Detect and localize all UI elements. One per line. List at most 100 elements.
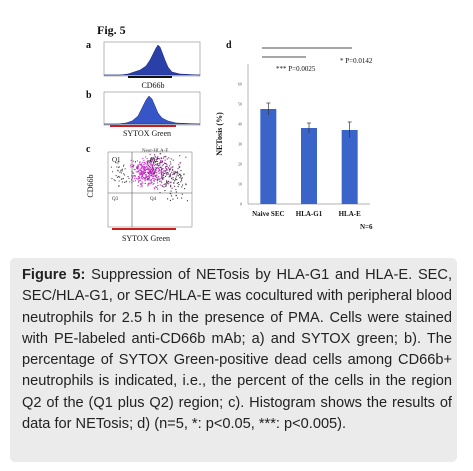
scatter-event (163, 172, 165, 174)
quadrant-q2-label: Q2 (150, 156, 159, 164)
scatter-event (169, 161, 171, 163)
scatter-event (147, 172, 149, 174)
scatter-event (174, 178, 176, 180)
scatter-event (179, 155, 181, 157)
scatter-event (163, 186, 165, 188)
scatter-event (151, 159, 153, 161)
panel-a-letter: a (86, 40, 91, 51)
scatter-event (157, 167, 159, 169)
x-tick-label: HLA-E (339, 210, 362, 218)
scatter-event (152, 175, 154, 177)
scatter-event (178, 173, 180, 175)
scatter-event (145, 156, 147, 158)
scatter-event (147, 164, 149, 166)
scatter-event (153, 178, 155, 180)
scatter-event (164, 159, 166, 161)
scatter-event (143, 163, 145, 165)
quadrant-q1-label: Q1 (112, 156, 121, 164)
scatter-event (163, 174, 165, 176)
scatter-event (146, 176, 148, 178)
scatter-event (112, 171, 114, 173)
scatter-event (137, 165, 139, 167)
scatter-event (124, 174, 126, 176)
scatter-event (173, 171, 175, 173)
scatter-event (181, 193, 183, 195)
scatter-event (170, 163, 172, 165)
scatter-event (170, 190, 172, 192)
scatter-event (140, 169, 142, 171)
scatter-event (148, 160, 150, 162)
scatter-event (153, 172, 155, 174)
scatter-event (137, 165, 139, 167)
scatter-event (136, 160, 138, 162)
scatter-event (148, 168, 150, 170)
scatter-event (159, 158, 161, 160)
scatter-event (167, 167, 169, 169)
scatter-event (143, 177, 145, 179)
scatter-event (180, 181, 182, 183)
sig-label-p005: * P=0.0142 (340, 57, 373, 65)
scatter-event (148, 175, 150, 177)
scatter-event (180, 178, 182, 180)
scatter-event (165, 173, 167, 175)
scatter-event (185, 184, 187, 186)
scatter-event (137, 176, 139, 178)
scatter-event (153, 175, 155, 177)
scatter-event (178, 164, 180, 166)
scatter-event (168, 176, 170, 178)
scatter-event (149, 161, 151, 163)
scatter-event (175, 179, 177, 181)
scatter-event (142, 170, 144, 172)
scatter-event (172, 177, 174, 179)
scatter-event (162, 171, 164, 173)
scatter-event (140, 168, 142, 170)
scatter-event (153, 187, 155, 189)
scatter-event (156, 182, 158, 184)
scatter-event (146, 163, 148, 165)
scatter-event (143, 170, 145, 172)
panel-a-histogram (103, 41, 201, 78)
scatter-event (141, 176, 143, 178)
scatter-event (153, 180, 155, 182)
scatter-event (157, 165, 159, 167)
scatter-event (156, 172, 158, 174)
scatter-event (141, 166, 143, 168)
scatter-event (149, 163, 151, 165)
scatter-event (155, 158, 157, 160)
scatter-event (131, 175, 133, 177)
scatter-event (150, 169, 152, 171)
scatter-event (158, 172, 160, 174)
scatter-event (166, 182, 168, 184)
scatter-event (161, 175, 163, 177)
scatter-event (145, 177, 147, 179)
scatter-event (157, 156, 159, 158)
scatter-event (154, 171, 156, 173)
scatter-event (175, 195, 177, 197)
scatter-event (159, 164, 161, 166)
scatter-event (125, 181, 127, 183)
scatter-event (148, 171, 150, 173)
scatter-event (162, 168, 164, 170)
bar (341, 130, 358, 204)
scatter-event (163, 178, 165, 180)
scatter-event (118, 185, 120, 187)
scatter-event (136, 177, 138, 179)
scatter-event (155, 169, 157, 171)
scatter-event (139, 169, 141, 171)
scatter-event (146, 178, 148, 180)
scatter-event (122, 178, 124, 180)
scatter-event (179, 177, 181, 179)
quadrant-q4-label: Q4 (150, 197, 157, 202)
scatter-event (134, 161, 136, 163)
scatter-event (173, 173, 175, 175)
scatter-event (185, 183, 187, 185)
scatter-event (138, 181, 140, 183)
scatter-event (158, 175, 160, 177)
scatter-event (144, 163, 146, 165)
scatter-event (141, 163, 143, 165)
scatter-event (165, 185, 167, 187)
scatter-event (150, 173, 152, 175)
scatter-event (150, 170, 152, 172)
scatter-event (141, 166, 143, 168)
scatter-event (151, 157, 153, 159)
